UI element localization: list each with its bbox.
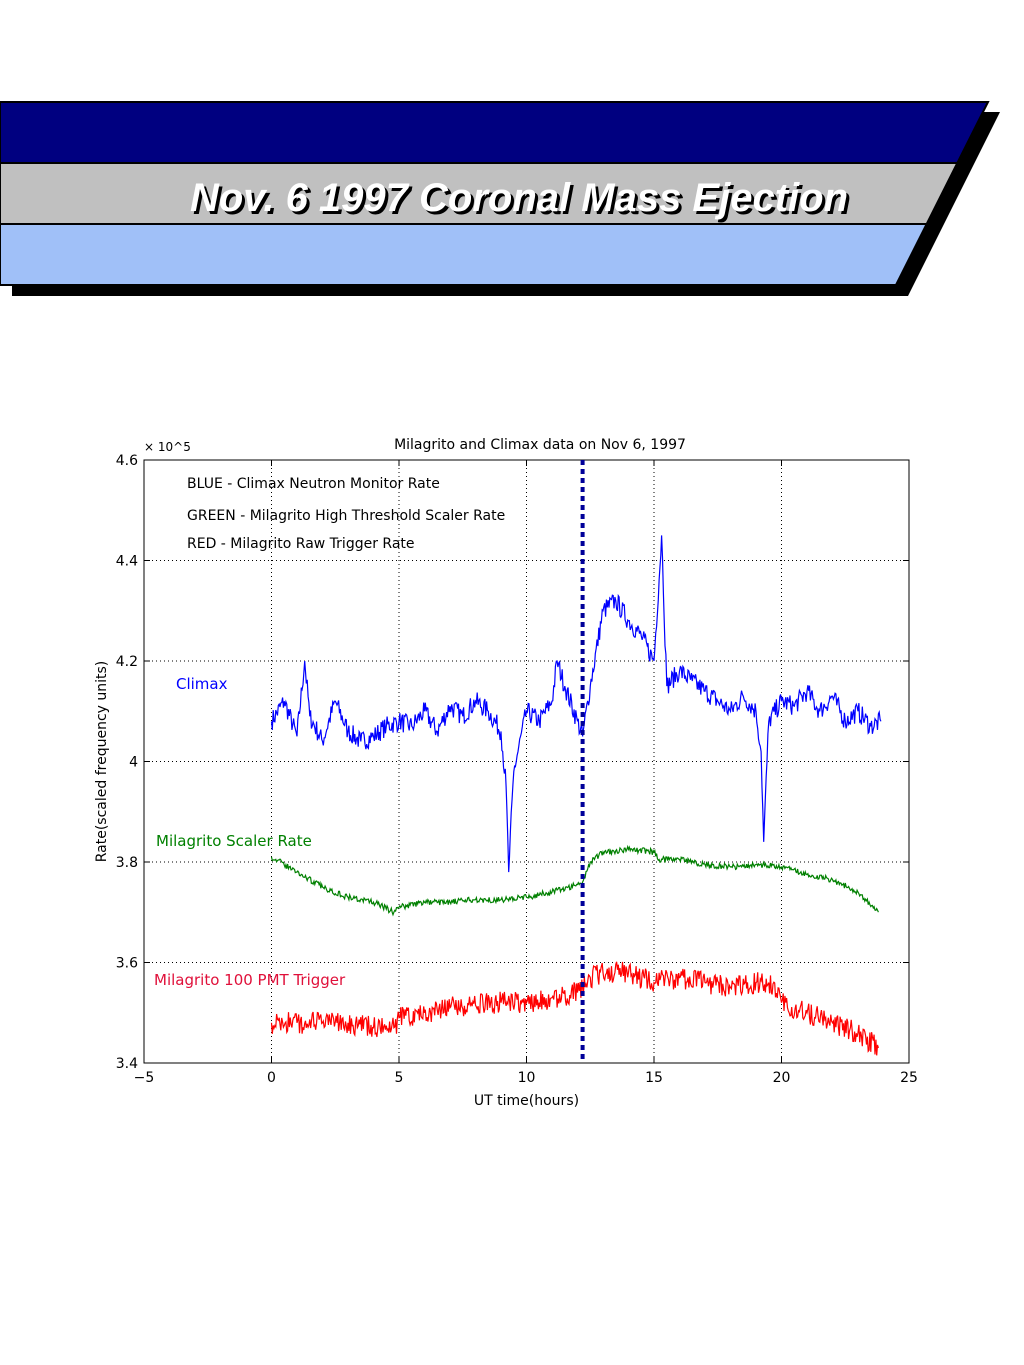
axis-ticks: −5 0 5 10 15 20 25 3.4 3.6 3.8 4 4.2 4.4 4.6 bbox=[116, 453, 918, 1086]
series-label-climax: Climax bbox=[176, 675, 228, 693]
series-line-1 bbox=[270, 844, 879, 917]
x-tick-label: 25 bbox=[900, 1070, 918, 1086]
y-axis-multiplier: × 10^5 bbox=[144, 440, 191, 454]
y-tick-label: 3.8 bbox=[116, 855, 138, 871]
x-tick-label: 10 bbox=[518, 1070, 536, 1086]
title-banner: Nov. 6 1997 Coronal Mass Ejection Nov. 6… bbox=[0, 101, 1000, 296]
x-axis-label: UT time(hours) bbox=[474, 1093, 579, 1109]
legend-line-blue: BLUE - Climax Neutron Monitor Rate bbox=[187, 476, 440, 492]
legend-line-green: GREEN - Milagrito High Threshold Scaler … bbox=[187, 508, 505, 524]
slide-title: Nov. 6 1997 Coronal Mass Ejection bbox=[190, 176, 848, 220]
legend-line-red: RED - Milagrito Raw Trigger Rate bbox=[187, 536, 415, 552]
y-tick-label: 4.6 bbox=[116, 453, 138, 469]
series-line-0 bbox=[270, 535, 882, 873]
banner-band-bottom bbox=[0, 224, 927, 285]
series-label-scaler: Milagrito Scaler Rate bbox=[156, 832, 312, 850]
x-tick-label: 5 bbox=[395, 1070, 404, 1086]
x-tick-label: −5 bbox=[134, 1070, 155, 1086]
slide-title-shadow: Nov. 6 1997 Coronal Mass Ejection bbox=[193, 179, 851, 223]
banner-band-middle bbox=[0, 163, 958, 224]
series-layer bbox=[270, 535, 882, 1056]
x-tick-label: 0 bbox=[267, 1070, 276, 1086]
y-tick-label: 4.4 bbox=[116, 554, 138, 570]
y-axis-label: Rate(scaled frequency units) bbox=[94, 661, 110, 863]
x-tick-label: 20 bbox=[773, 1070, 791, 1086]
series-line-2 bbox=[270, 961, 879, 1056]
banner-band-top bbox=[0, 102, 988, 163]
y-tick-label: 3.4 bbox=[116, 1056, 138, 1072]
chart: −5 0 5 10 15 20 25 3.4 3.6 3.8 4 4.2 4.4 4.6 Milagrit… bbox=[94, 437, 918, 1109]
chart-title: Milagrito and Climax data on Nov 6, 1997 bbox=[394, 437, 686, 453]
y-tick-label: 4.2 bbox=[116, 654, 138, 670]
y-tick-label: 3.6 bbox=[116, 956, 138, 972]
chart-grid bbox=[144, 460, 909, 1063]
series-label-trigger: Milagrito 100 PMT Trigger bbox=[154, 971, 346, 989]
x-tick-label: 15 bbox=[645, 1070, 663, 1086]
y-tick-label: 4 bbox=[129, 755, 138, 771]
